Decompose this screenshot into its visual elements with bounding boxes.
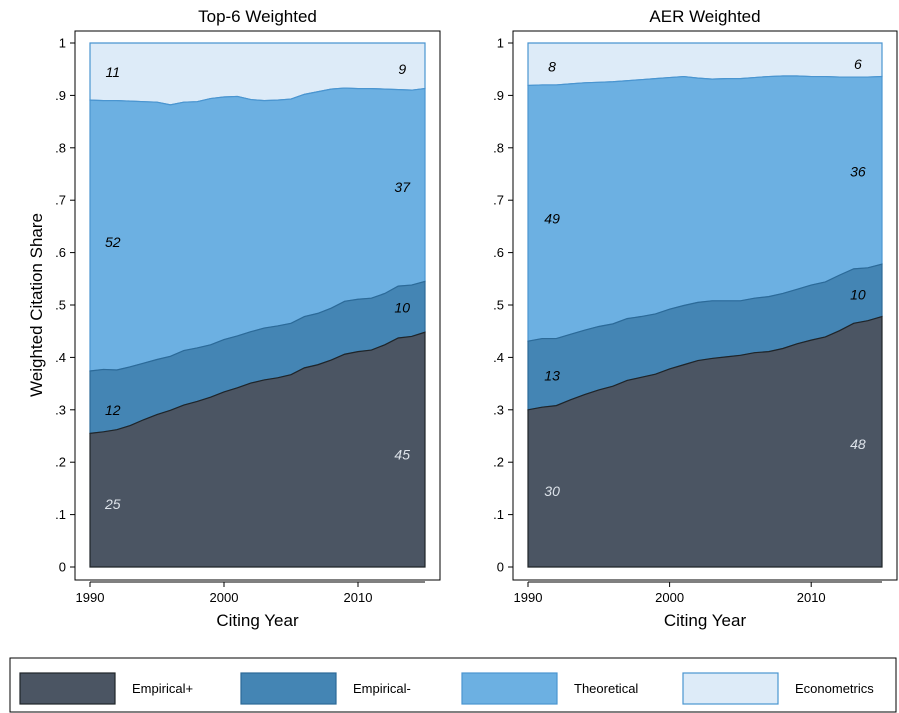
annotation-econometrics: 8 (548, 59, 556, 75)
legend-swatch-empirical-plus (19, 672, 116, 705)
annotation-empirical-plus: 25 (104, 496, 121, 512)
legend-swatch-theoretical (461, 672, 558, 705)
panel-title: AER Weighted (649, 7, 760, 26)
x-tick-label: 2010 (344, 590, 373, 605)
x-axis: 1990 2000 2010 (76, 581, 425, 605)
annotation-empirical: 10 (850, 287, 866, 303)
y-tick-label: .5 (493, 298, 504, 313)
legend: Empirical+ Empirical- Theoretical Econometr… (9, 657, 897, 713)
x-axis-title: Citing Year (664, 611, 747, 630)
legend-label-theoretical: Theoretical (574, 681, 638, 696)
y-tick-label: .9 (493, 88, 504, 103)
y-tick-label: .8 (55, 140, 66, 155)
area-empirical-plus (89, 331, 426, 568)
annotation-econometrics: 6 (854, 56, 862, 72)
y-tick-label: 0 (59, 560, 66, 575)
panel-top6-weighted: Top-6 Weighted 25 12 52 11 45 10 37 9 0 .1 .2 .3 .4… (55, 7, 441, 630)
legend-label-empirical-plus: Empirical+ (132, 681, 193, 696)
legend-items: Empirical+ Empirical- Theoretical Econometr… (19, 672, 874, 705)
y-tick-label: .1 (493, 507, 504, 522)
annotation-econometrics: 9 (398, 61, 406, 77)
x-tick-label: 2010 (797, 590, 826, 605)
annotation-empirical: 13 (544, 368, 560, 384)
annotation-empirical: 12 (105, 402, 121, 418)
y-tick-label: .3 (493, 402, 504, 417)
annotation-theoretical: 36 (850, 163, 866, 179)
y-tick-label: .4 (493, 350, 504, 365)
x-tick-label: 2000 (210, 590, 239, 605)
annotation-theoretical: 52 (105, 234, 121, 250)
legend-swatch-econometrics (682, 672, 779, 705)
y-tick-label: .2 (493, 455, 504, 470)
legend-swatch-empirical (240, 672, 337, 705)
panel-title: Top-6 Weighted (198, 7, 317, 26)
x-tick-label: 1990 (76, 590, 105, 605)
x-tick-label: 1990 (514, 590, 543, 605)
annotations: 30 13 49 8 48 10 36 6 (544, 56, 866, 499)
annotation-empirical-plus: 30 (544, 483, 560, 499)
annotation-empirical-plus: 45 (394, 446, 410, 462)
x-axis-title: Citing Year (216, 611, 299, 630)
y-tick-label: .4 (55, 350, 66, 365)
areas (74, 30, 441, 581)
y-tick-label: .3 (55, 402, 66, 417)
y-tick-label: 0 (497, 560, 504, 575)
y-tick-label: .9 (55, 88, 66, 103)
annotations: 25 12 52 11 45 10 37 9 (104, 61, 411, 512)
y-tick-label: .6 (55, 245, 66, 260)
x-tick-label: 2000 (655, 590, 684, 605)
y-tick-label: 1 (497, 36, 504, 51)
legend-label-empirical: Empirical- (353, 681, 411, 696)
y-tick-label: 1 (59, 36, 66, 51)
y-tick-label: .7 (493, 193, 504, 208)
annotation-econometrics: 11 (106, 64, 121, 80)
annotation-empirical-plus: 48 (850, 436, 866, 452)
y-tick-label: .1 (55, 507, 66, 522)
x-axis: 1990 2000 2010 (514, 581, 882, 605)
y-tick-label: .7 (55, 193, 66, 208)
y-tick-label: .5 (55, 298, 66, 313)
annotation-empirical: 10 (394, 300, 410, 316)
annotation-theoretical: 49 (544, 211, 560, 227)
y-tick-label: .8 (493, 140, 504, 155)
annotation-theoretical: 37 (394, 179, 411, 195)
y-axis-title: Weighted Citation Share (27, 213, 46, 397)
panel-aer-weighted: AER Weighted 30 13 49 8 48 10 36 6 0 .1 .2 .3 .4 .5.… (493, 7, 898, 630)
area-empirical-plus (527, 315, 883, 568)
y-axis: 0 .1 .2 .3 .4 .5 .6 .7 .8 .9 1 (493, 36, 514, 575)
legend-label-econometrics: Econometrics (795, 681, 874, 696)
areas (512, 30, 898, 581)
y-tick-label: .6 (493, 245, 504, 260)
y-axis: 0 .1 .2 .3 .4 .5 .6 .7 .8 .9 1 (55, 36, 76, 575)
y-tick-label: .2 (55, 455, 66, 470)
